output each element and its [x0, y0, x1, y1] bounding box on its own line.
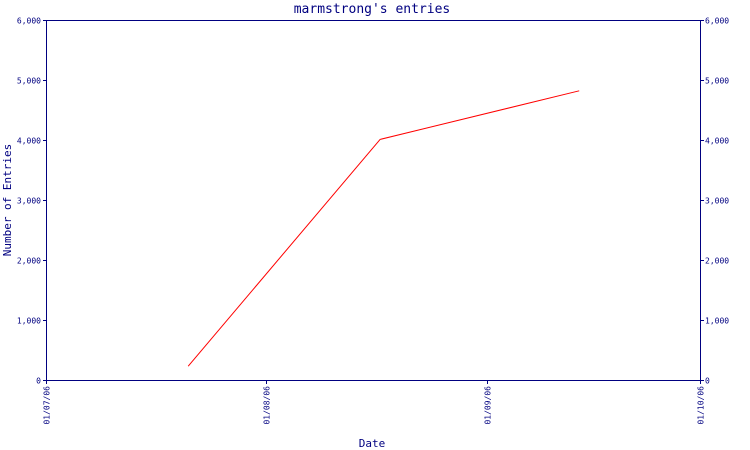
x-tick-label: 01/09/06	[484, 386, 493, 425]
y-tick-label-left: 3,000	[17, 197, 41, 206]
y-tick-label-left: 1,000	[17, 317, 41, 326]
y-tick-label-left: 2,000	[17, 257, 41, 266]
x-tick-label: 01/07/06	[43, 386, 52, 425]
y-tick-label-right: 2,000	[705, 257, 729, 266]
y-tick-label-right: 3,000	[705, 197, 729, 206]
axes	[46, 20, 701, 381]
x-axis-label: Date	[359, 437, 386, 450]
series-line	[187, 90, 580, 367]
x-tick-label: 01/08/06	[263, 386, 272, 425]
y-tick-label-left: 0	[36, 377, 41, 386]
y-tick-label-right: 4,000	[705, 137, 729, 146]
plot-frame	[46, 20, 701, 381]
y-tick-label-right: 0	[705, 377, 710, 386]
y-tick-label-right: 5,000	[705, 77, 729, 86]
y-tick-label-left: 5,000	[17, 77, 41, 86]
y-tick-label-right: 6,000	[705, 17, 729, 26]
y-tick-label-left: 6,000	[17, 17, 41, 26]
y-tick-label-right: 1,000	[705, 317, 729, 326]
series-layer	[187, 90, 580, 367]
x-tick-label: 01/10/06	[697, 386, 706, 425]
y-tick-label-left: 4,000	[17, 137, 41, 146]
tick-marks: 0 0 1,000 1,000 2,000 2,000 3,000 3,000 4,000 4,0…	[17, 17, 729, 425]
y-axis-label: Number of Entries	[1, 144, 14, 257]
chart-title: marmstrong's entries	[294, 2, 451, 17]
